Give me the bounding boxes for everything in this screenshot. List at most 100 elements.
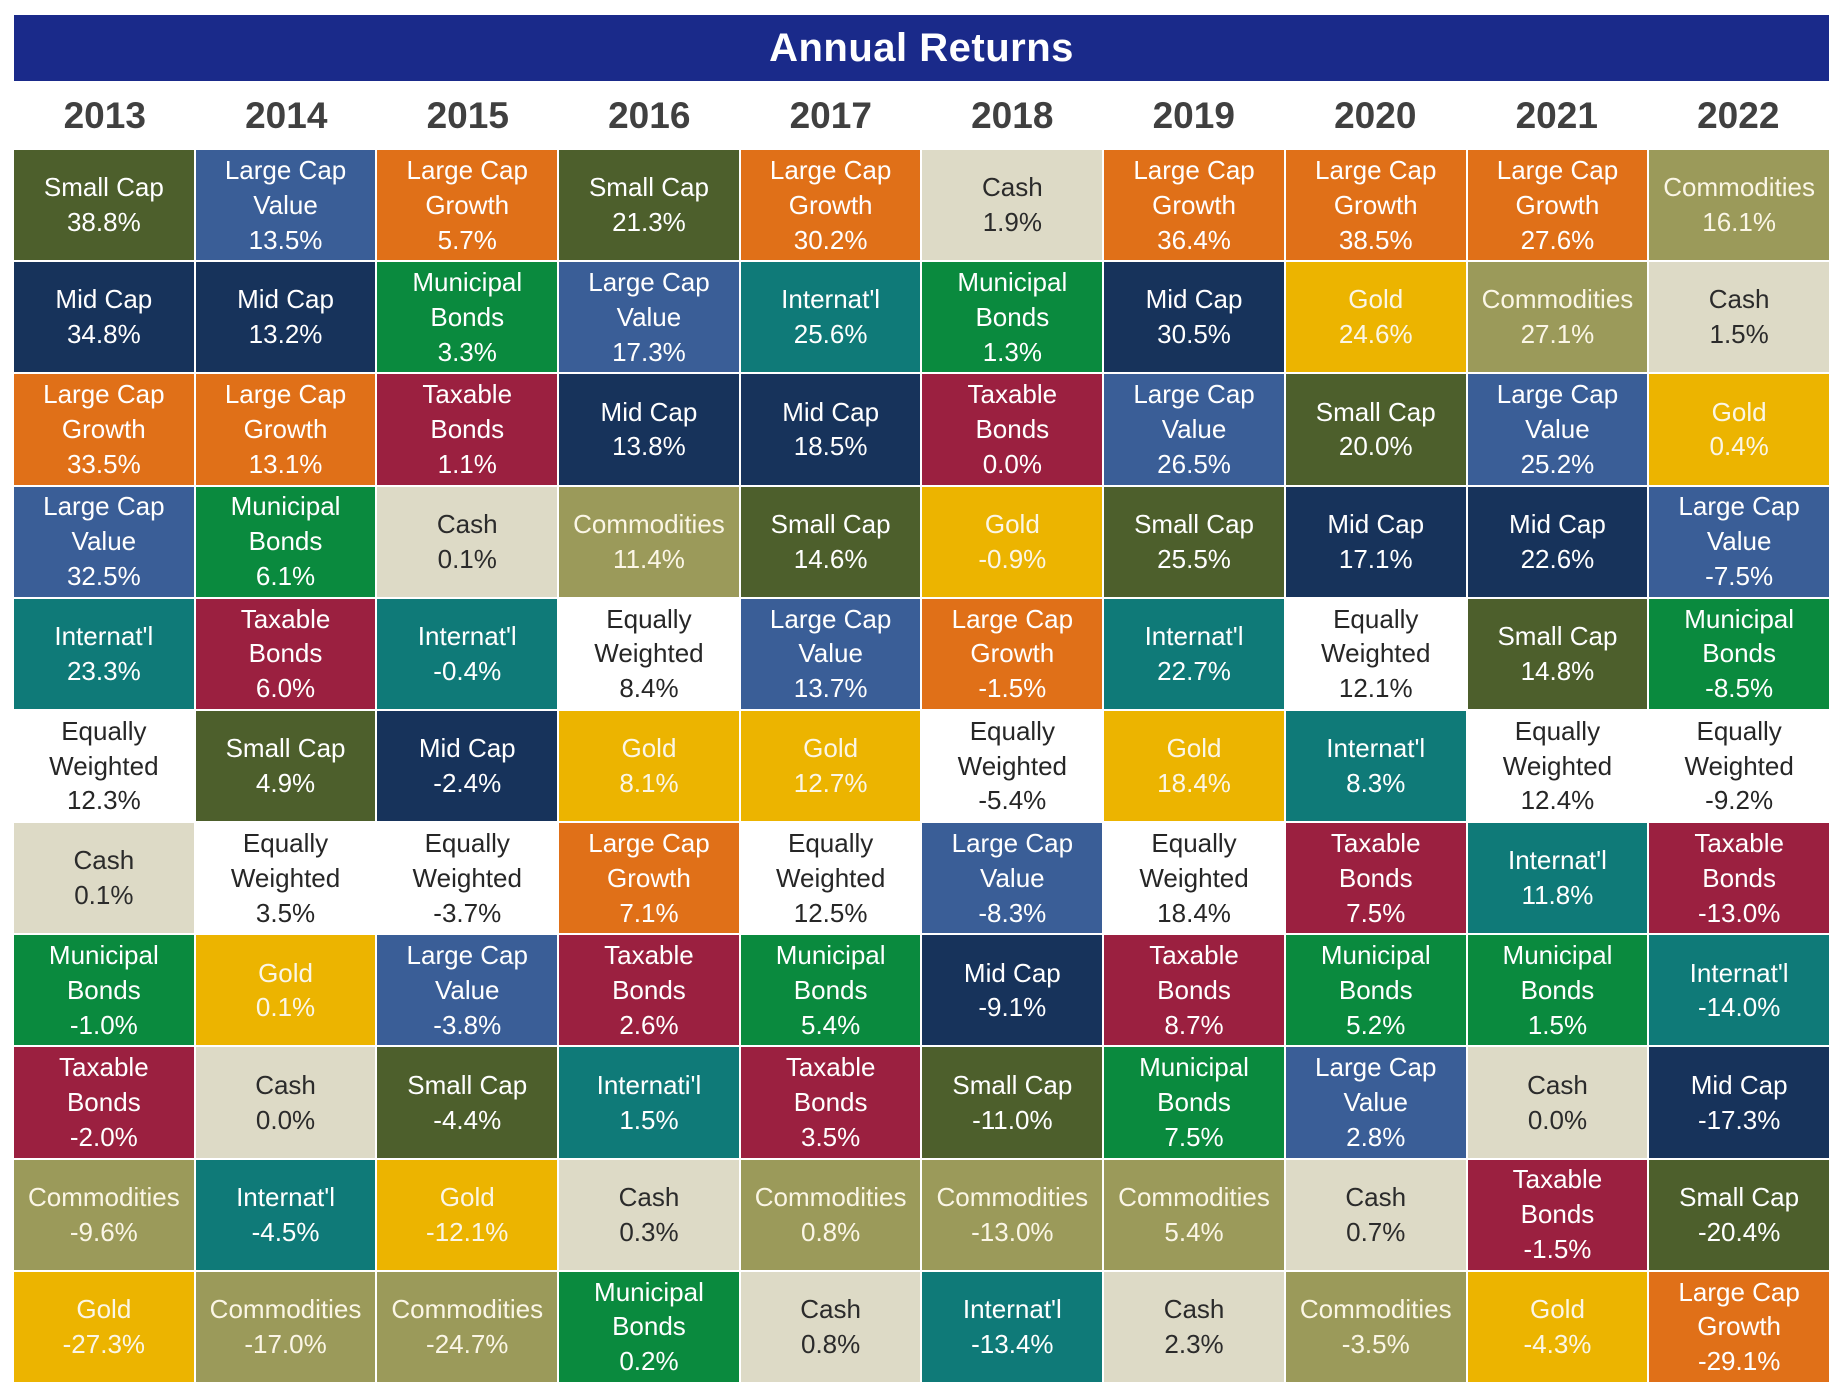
cell-2015-mid-cap: Mid Cap -2.4%	[377, 710, 558, 822]
cell-2015-commodities: Commodities -24.7%	[377, 1271, 558, 1382]
return-value: 1.9%	[982, 207, 1042, 238]
asset-label: Municipal Bonds	[594, 1276, 704, 1342]
return-value: 2.3%	[1164, 1328, 1224, 1359]
return-value: -11.0%	[972, 1104, 1053, 1135]
return-value: -7.5%	[1705, 561, 1774, 592]
return-value: 13.2%	[248, 319, 323, 350]
cell-2013-gold: Gold -27.3%	[14, 1271, 194, 1382]
asset-label: Large Cap Value	[224, 154, 347, 220]
asset-label: Internat'l	[1507, 845, 1607, 876]
return-value: -4.5%	[251, 1216, 320, 1247]
asset-label: Large Cap Growth	[951, 603, 1074, 669]
cell-2020-gold: Gold 24.6%	[1285, 262, 1466, 373]
return-value: 25.5%	[1157, 543, 1231, 574]
cell-2014-commodities: Commodities -17.0%	[195, 1271, 376, 1382]
return-value: 12.1%	[1338, 673, 1413, 704]
asset-label: Equally Weighted	[594, 603, 704, 669]
return-value: 0.1%	[437, 543, 497, 574]
cell-2022-cash: Cash 1.5%	[1649, 262, 1829, 373]
asset-label: Large Cap Growth	[406, 154, 528, 220]
return-value: 36.4%	[1157, 224, 1231, 255]
asset-label: Internat'l	[1689, 957, 1789, 988]
asset-label: Small Cap	[43, 172, 164, 203]
cell-2013-large-cap-growth: Large Cap Growth 33.5%	[14, 374, 194, 485]
return-value: 18.4%	[1157, 767, 1231, 798]
cell-2016-equally-weighted: Equally Weighted 8.4%	[559, 598, 739, 709]
asset-label: Small Cap	[407, 1069, 528, 1100]
asset-label: Commodities	[936, 1181, 1089, 1212]
cell-2014-gold: Gold 0.1%	[195, 935, 376, 1046]
return-value: -1.0%	[69, 1009, 138, 1040]
return-value: 22.6%	[1520, 543, 1595, 574]
cell-2019-mid-cap: Mid Cap 30.5%	[1104, 262, 1284, 373]
cell-2021-small-cap: Small Cap 14.8%	[1467, 598, 1648, 709]
return-value: 0.2%	[619, 1346, 679, 1377]
return-value: 5.4%	[1164, 1216, 1224, 1247]
return-value: 30.2%	[793, 224, 868, 255]
return-value: 0.1%	[255, 992, 316, 1023]
asset-label: Gold	[984, 508, 1040, 539]
return-value: 38.5%	[1338, 224, 1413, 255]
cell-2022-equally-weighted: Equally Weighted -9.2%	[1649, 710, 1829, 822]
return-value: 3.3%	[437, 336, 497, 367]
asset-label: Gold	[76, 1294, 132, 1325]
return-value: -13.4%	[971, 1328, 1054, 1359]
return-value: 0.0%	[1527, 1104, 1588, 1135]
cell-2018-municipal-bonds: Municipal Bonds 1.3%	[922, 262, 1103, 373]
cell-2016-large-cap-value: Large Cap Value 17.3%	[559, 262, 739, 373]
cell-2020-equally-weighted: Equally Weighted 12.1%	[1285, 598, 1466, 709]
asset-label: Commodities	[1118, 1181, 1270, 1212]
asset-label: Municipal Bonds	[412, 267, 523, 332]
return-value: 12.3%	[66, 785, 141, 816]
asset-label: Commodities	[391, 1294, 544, 1325]
asset-label: Gold	[1166, 733, 1222, 764]
cell-2022-commodities: Commodities 16.1%	[1649, 150, 1829, 261]
cell-2021-mid-cap: Mid Cap 22.6%	[1467, 486, 1648, 597]
asset-label: Internat'l	[1326, 733, 1426, 764]
cell-2013-mid-cap: Mid Cap 34.8%	[14, 262, 194, 373]
asset-label: Taxable Bonds	[422, 379, 513, 445]
return-value: 12.4%	[1520, 785, 1595, 816]
return-value: 23.3%	[66, 655, 141, 686]
year-header-2014: 2014	[245, 95, 328, 136]
return-value: -5.4%	[978, 785, 1047, 816]
return-value: 12.5%	[793, 897, 868, 928]
return-value: -17.3%	[1697, 1104, 1781, 1135]
year-header-2013: 2013	[63, 95, 146, 136]
return-value: -27.3%	[62, 1328, 146, 1359]
cell-2014-large-cap-growth: Large Cap Growth 13.1%	[195, 374, 376, 485]
asset-label: Small Cap	[952, 1069, 1073, 1100]
cell-2019-taxable-bonds: Taxable Bonds 8.7%	[1104, 935, 1284, 1046]
asset-label: Internat'l	[417, 620, 517, 651]
cell-2014-taxable-bonds: Taxable Bonds 6.0%	[195, 598, 376, 709]
asset-label: Large Cap Value	[1678, 491, 1800, 557]
return-value: -20.4%	[1697, 1216, 1781, 1247]
return-value: 13.7%	[793, 673, 868, 704]
asset-label: Taxable Bonds	[240, 603, 331, 669]
cell-2013-internat-l: Internat'l 23.3%	[14, 598, 194, 709]
asset-label: Large Cap Growth	[43, 379, 165, 445]
cell-2021-internat-l: Internat'l 11.8%	[1467, 823, 1648, 934]
return-value: -4.4%	[433, 1104, 502, 1135]
return-value: -2.0%	[69, 1121, 138, 1152]
return-value: 7.5%	[1164, 1121, 1224, 1152]
return-value: 1.1%	[437, 448, 497, 479]
return-value: -0.9%	[978, 543, 1047, 574]
return-value: -12.1%	[426, 1216, 509, 1247]
return-value: 8.7%	[1164, 1009, 1224, 1040]
asset-label: Mid Cap	[55, 284, 153, 315]
return-value: 25.6%	[793, 319, 868, 350]
asset-label: Large Cap Value	[1133, 379, 1255, 445]
asset-label: Municipal Bonds	[230, 491, 341, 557]
return-value: 4.9%	[255, 767, 316, 798]
cell-2015-large-cap-growth: Large Cap Growth 5.7%	[377, 150, 558, 261]
return-value: -24.7%	[426, 1328, 509, 1359]
return-value: 0.3%	[619, 1216, 679, 1247]
return-value: 11.8%	[1521, 880, 1594, 911]
cell-2017-commodities: Commodities 0.8%	[740, 1159, 921, 1270]
asset-label: Internat'l	[962, 1294, 1062, 1325]
cell-2021-equally-weighted: Equally Weighted 12.4%	[1467, 710, 1648, 822]
asset-label: Mid Cap	[1509, 508, 1606, 539]
cell-2018-mid-cap: Mid Cap -9.1%	[922, 935, 1103, 1046]
return-value: 25.2%	[1520, 448, 1595, 479]
